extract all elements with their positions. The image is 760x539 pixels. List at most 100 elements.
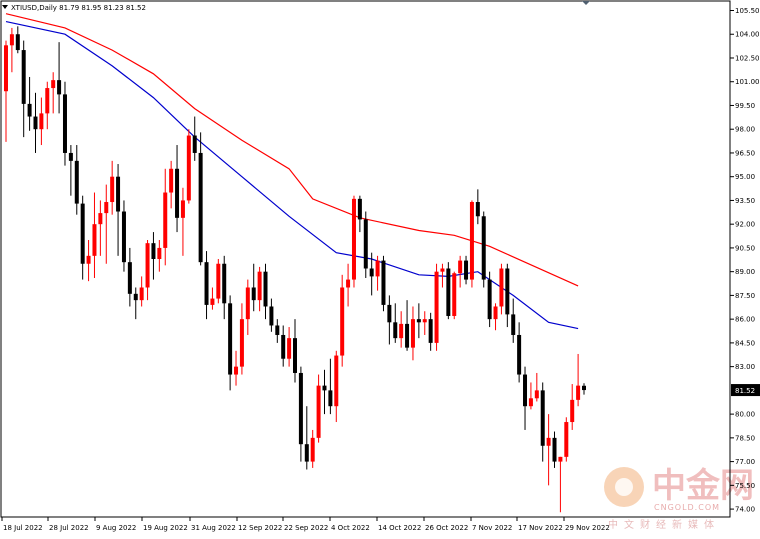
candle-body: [163, 192, 168, 248]
candle-body: [21, 50, 26, 104]
candle-body: [475, 202, 480, 217]
candle-body: [375, 260, 380, 277]
candle-body: [245, 287, 250, 320]
y-tick-label: 96.50: [735, 149, 755, 157]
y-tick-label: 99.50: [735, 102, 755, 110]
x-tick-label: 12 Sep 2022: [238, 524, 282, 532]
y-tick-label: 86.00: [735, 316, 755, 324]
x-tick-label: 17 Nov 2022: [518, 524, 563, 532]
candle-body: [222, 263, 227, 304]
candle-body: [351, 198, 356, 280]
candle-body: [369, 268, 374, 277]
y-tick-label: 95.00: [735, 173, 755, 181]
candle-body: [4, 45, 8, 92]
y-tick-label: 77.00: [735, 458, 755, 466]
candle-body: [387, 304, 392, 323]
dropdown-arrow-icon[interactable]: [2, 5, 8, 9]
x-tick-label: 4 Oct 2022: [331, 524, 370, 532]
last-price-box: [731, 384, 760, 397]
candle-body: [576, 385, 581, 400]
candle-body: [428, 319, 433, 343]
candle-body: [517, 334, 522, 375]
x-tick-label: 31 Aug 2022: [191, 524, 236, 532]
candle-body: [9, 34, 14, 46]
candle-body: [157, 247, 162, 259]
candle-body: [511, 314, 516, 335]
candle-body: [381, 260, 386, 305]
candle-body: [304, 444, 309, 462]
candle-body: [139, 287, 144, 301]
y-tick-label: 89.00: [735, 268, 755, 276]
candle-body: [552, 437, 557, 462]
candle-body: [534, 390, 539, 399]
candle-body: [452, 273, 457, 316]
candle-body: [275, 325, 280, 335]
x-tick-label: 7 Nov 2022: [472, 524, 512, 532]
y-tick-label: 80.00: [735, 411, 755, 419]
candle-body: [228, 303, 233, 375]
candle-body: [481, 216, 486, 280]
candle-body: [263, 271, 268, 307]
cngold-logo-inner: [615, 478, 633, 496]
candle-body: [234, 366, 239, 375]
candle-body: [180, 200, 185, 218]
candle-body: [564, 422, 569, 457]
x-tick-label: 26 Oct 2022: [425, 524, 468, 532]
candle-body: [145, 243, 150, 288]
candle-body: [405, 323, 410, 348]
candle-body: [110, 176, 115, 203]
candle-body: [151, 243, 156, 259]
plot-frame: [0, 0, 731, 518]
candle-body: [334, 355, 339, 407]
candle-body: [74, 160, 79, 204]
candle-body: [399, 323, 404, 339]
y-tick-label: 84.50: [735, 339, 755, 347]
candle-body: [92, 224, 97, 256]
x-tick-label: 28 Jul 2022: [49, 524, 89, 532]
candle-body: [281, 334, 286, 359]
candle-body: [239, 319, 244, 367]
candle-body: [45, 88, 50, 114]
x-tick-label: 19 Aug 2022: [143, 524, 188, 532]
y-tick-label: 74.00: [735, 506, 755, 514]
candle-body: [169, 168, 174, 193]
candle-body: [316, 385, 321, 438]
candle-body: [133, 293, 138, 301]
cngold-watermark: 中金网 CNGOLD.COM 中文财经新媒体: [604, 466, 754, 531]
candle-body: [464, 260, 469, 280]
candle-body: [186, 135, 191, 201]
y-tick-label: 98.00: [735, 126, 755, 134]
x-tick-label: 14 Oct 2022: [378, 524, 421, 532]
x-tick-label: 9 Aug 2022: [96, 524, 136, 532]
x-tick-label: 18 Jul 2022: [3, 524, 43, 532]
candle-body: [322, 385, 327, 391]
candle-body: [216, 263, 221, 299]
candle-body: [198, 152, 203, 263]
candle-body: [192, 135, 197, 153]
x-tick-label: 22 Sep 2022: [284, 524, 328, 532]
candle-body: [469, 202, 474, 280]
candle-body: [68, 152, 73, 161]
candle-body: [116, 176, 121, 212]
candle-body: [39, 113, 44, 130]
y-tick-label: 93.50: [735, 197, 755, 205]
candle-body: [104, 202, 109, 214]
y-tick-label: 78.50: [735, 434, 755, 442]
candle-body: [357, 198, 362, 220]
candle-body: [458, 260, 463, 274]
plot-area: [4, 13, 586, 513]
candle-body: [499, 268, 504, 307]
candle-body: [298, 372, 303, 445]
candle-body: [27, 103, 32, 117]
candle-body: [293, 338, 297, 373]
candle-body: [86, 255, 91, 264]
watermark-brand-en: CNGOLD.COM: [654, 503, 720, 512]
watermark-tagline: 中文财经新媒体: [608, 518, 720, 531]
shift-marker-icon[interactable]: [582, 1, 590, 5]
candle-body: [346, 279, 351, 288]
candle-body: [393, 322, 398, 339]
candle-body: [363, 219, 368, 269]
